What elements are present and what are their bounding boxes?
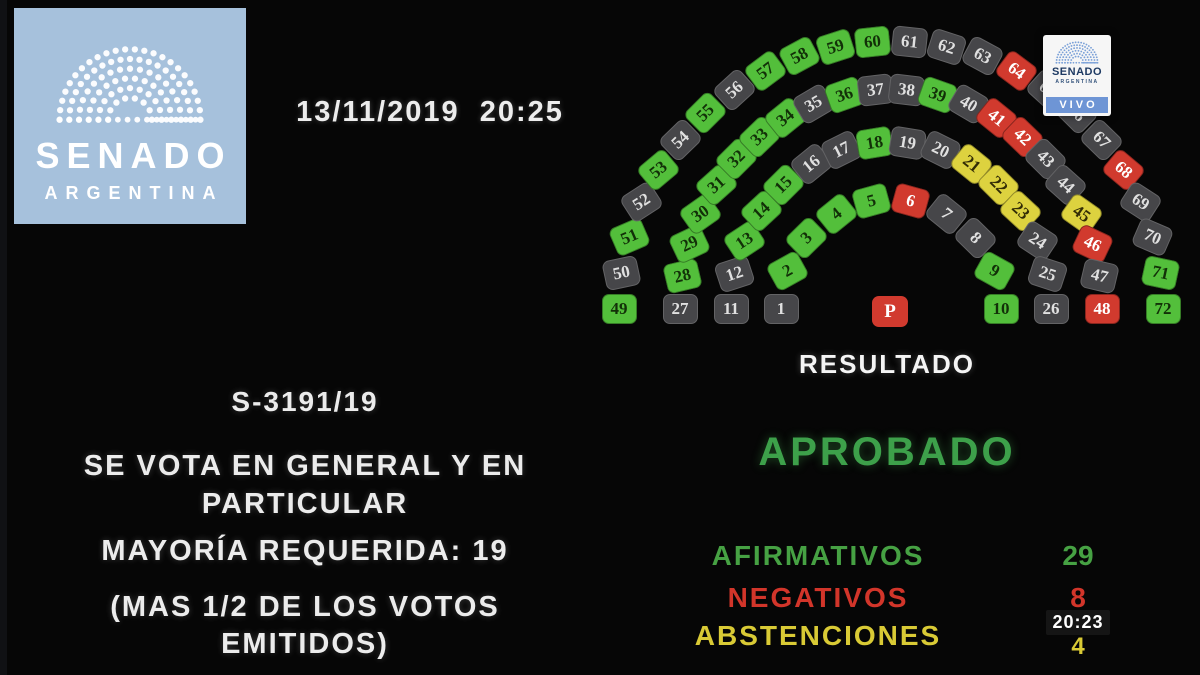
live-bar: VIVO <box>1046 97 1108 113</box>
seat-62: 62 <box>925 26 968 67</box>
majority-note-2: EMITIDOS) <box>221 628 389 660</box>
motion-line-1: SE VOTA EN GENERAL Y EN <box>83 450 527 482</box>
seat-47: 47 <box>1079 257 1121 295</box>
bill-id: S-3191/19 <box>231 386 379 417</box>
session-datetime: 13/11/2019 20:25 <box>296 96 564 128</box>
seat-48: 48 <box>1084 294 1120 324</box>
seat-1: 1 <box>763 294 799 324</box>
seat-president: P <box>872 296 908 327</box>
broadcast-clock: 20:23 <box>1046 610 1110 635</box>
logo-title: SENADO <box>35 135 232 176</box>
motion-line-2: PARTICULAR <box>201 488 409 520</box>
seat-27: 27 <box>662 294 698 324</box>
live-badge-title: SENADO <box>1051 66 1103 78</box>
negative-count: 8 <box>1070 582 1086 613</box>
seat-72: 72 <box>1145 294 1181 324</box>
seat-18: 18 <box>854 125 894 161</box>
affirmative-count: 29 <box>1062 540 1094 571</box>
negative-label: NEGATIVOS <box>727 582 909 613</box>
majority-note-1: (MAS 1/2 DE LOS VOTOS <box>110 591 500 623</box>
result-heading: RESULTADO <box>799 349 975 379</box>
senado-logo: SENADO ARGENTINA <box>14 8 246 224</box>
affirmative-label: AFIRMATIVOS <box>711 540 925 571</box>
congress-dome-icon <box>56 46 204 123</box>
live-badge: SENADO ARGENTINA VIVO <box>1043 35 1111 116</box>
seat-6: 6 <box>889 181 931 220</box>
seat-10: 10 <box>983 294 1019 324</box>
seat-25: 25 <box>1026 254 1069 295</box>
seat-59: 59 <box>814 26 857 67</box>
seat-11: 11 <box>713 294 749 324</box>
seat-71: 71 <box>1140 254 1181 291</box>
seat-28: 28 <box>661 257 703 295</box>
frame-edge <box>0 0 7 675</box>
seat-70: 70 <box>1130 215 1175 258</box>
live-badge-subtitle: ARGENTINA <box>1055 79 1099 85</box>
seat-51: 51 <box>607 215 652 258</box>
live-label: VIVO <box>1059 99 1098 111</box>
seat-49: 49 <box>601 294 637 324</box>
logo-subtitle: ARGENTINA <box>44 183 224 203</box>
seat-5: 5 <box>851 181 893 220</box>
seat-61: 61 <box>890 24 929 59</box>
abstention-count: 4 <box>1071 633 1085 660</box>
abstention-label: ABSTENCIONES <box>694 620 942 651</box>
majority-required: MAYORÍA REQUERIDA: 19 <box>101 535 509 567</box>
seat-12: 12 <box>713 254 756 295</box>
seat-50: 50 <box>601 254 642 291</box>
seat-26: 26 <box>1033 294 1069 324</box>
seat-60: 60 <box>853 24 892 59</box>
result-verdict: APROBADO <box>758 430 1016 474</box>
congress-dome-icon-small <box>1055 41 1099 64</box>
